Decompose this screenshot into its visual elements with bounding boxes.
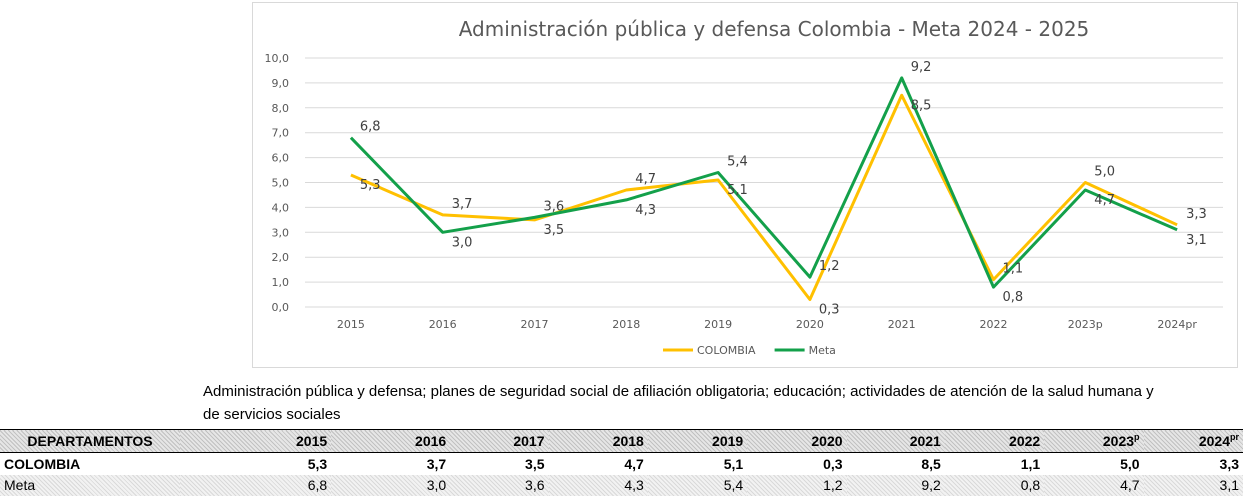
- header-year: 2020: [747, 429, 847, 453]
- y-tick-label: 9,0: [272, 77, 290, 90]
- y-tick-label: 3,0: [272, 226, 290, 239]
- table-cell: 4,7: [624, 455, 644, 472]
- data-label: 5,3: [360, 178, 381, 193]
- data-label: 3,1: [1186, 233, 1207, 248]
- table-cell: 3,5: [525, 455, 545, 472]
- table-cell: 0,3: [823, 455, 843, 472]
- data-label: 4,3: [635, 203, 656, 218]
- series-line-colombia: [350, 93, 1178, 301]
- x-tick-label: 2024pr: [1157, 318, 1197, 331]
- data-label: 5,1: [727, 183, 748, 198]
- data-label: 3,5: [544, 223, 565, 238]
- header-year: 2021: [846, 429, 945, 453]
- header-year-2024pr: 2024pr: [1143, 429, 1243, 453]
- legend-label: COLOMBIA: [697, 344, 756, 357]
- y-tick-label: 1,0: [272, 276, 290, 289]
- data-label: 5,4: [727, 155, 748, 170]
- table-cell: 3,3: [1219, 455, 1239, 472]
- x-tick-label: 2022: [980, 318, 1008, 331]
- table-cell: 3,7: [426, 455, 447, 472]
- table-cell: 0,8: [944, 474, 1045, 496]
- sector-description: Administración pública y defensa; planes…: [203, 380, 1248, 426]
- data-label: 3,6: [544, 199, 565, 214]
- data-label: 1,2: [819, 259, 840, 274]
- header-year: 2016: [331, 429, 451, 453]
- data-label: 9,2: [911, 60, 932, 75]
- legend-label: Meta: [809, 344, 836, 357]
- header-year: 2015: [180, 429, 332, 453]
- table-cell: 1,2: [747, 474, 847, 496]
- x-tick-label: 2016: [429, 318, 457, 331]
- description-line-2: de servicios sociales: [203, 406, 341, 423]
- table-cell: 6,8: [180, 474, 332, 496]
- data-label: 4,7: [1094, 193, 1115, 208]
- y-tick-label: 4,0: [272, 201, 290, 214]
- data-label: 5,0: [1094, 165, 1115, 180]
- table-cell: 5,0: [1120, 455, 1140, 472]
- data-label: 6,8: [360, 120, 381, 135]
- y-tick-label: 7,0: [272, 127, 290, 140]
- data-label: 4,7: [635, 172, 656, 187]
- data-label: 3,7: [452, 197, 473, 212]
- header-year-superscript: pr: [1230, 432, 1239, 442]
- header-year: 2017: [450, 429, 549, 453]
- table-header-row: DEPARTAMENTOS 2015 2016 2017 2018 2019 2…: [0, 429, 1243, 453]
- table-cell: 5,3: [307, 455, 328, 472]
- table-row: Meta 6,8 3,0 3,6 4,3 5,4 1,2 9,2 0,8 4,7…: [0, 474, 1243, 496]
- header-year-label: 2024: [1198, 433, 1230, 449]
- table-cell: 3,1: [1143, 474, 1243, 496]
- row-label: COLOMBIA: [4, 455, 81, 472]
- chart-title: Administración pública y defensa Colombi…: [459, 17, 1090, 41]
- y-tick-label: 6,0: [272, 152, 290, 165]
- row-label: Meta: [0, 474, 181, 496]
- table-cell: 4,7: [1044, 474, 1144, 496]
- x-tick-label: 2018: [612, 318, 640, 331]
- data-label: 3,3: [1186, 207, 1207, 222]
- table-cell: 5,4: [647, 474, 748, 496]
- table-cell: 5,1: [723, 455, 744, 472]
- x-tick-label: 2023p: [1068, 318, 1103, 331]
- header-year: 2022: [944, 429, 1045, 453]
- header-year-superscript: p: [1134, 432, 1140, 442]
- series-line-meta: [349, 76, 1178, 289]
- header-year: 2018: [548, 429, 648, 453]
- y-tick-label: 5,0: [272, 177, 290, 190]
- x-tick-label: 2019: [704, 318, 732, 331]
- x-tick-label: 2021: [888, 318, 916, 331]
- header-departamentos: DEPARTAMENTOS: [0, 429, 181, 453]
- table-cell: 1,1: [1020, 455, 1041, 472]
- header-year-label: 2023: [1102, 433, 1135, 449]
- y-tick-label: 10,0: [265, 52, 290, 65]
- header-year: 2019: [647, 429, 748, 453]
- table-cell: 9,2: [846, 474, 945, 496]
- x-tick-label: 2015: [337, 318, 365, 331]
- data-label: 1,1: [1003, 262, 1024, 277]
- x-tick-label: 2017: [521, 318, 549, 331]
- chart-container: Administración pública y defensa Colombi…: [252, 2, 1238, 368]
- header-year-2023p: 2023p: [1044, 429, 1144, 453]
- data-table: DEPARTAMENTOS 2015 2016 2017 2018 2019 2…: [0, 429, 1243, 496]
- table-cell: 8,5: [921, 455, 941, 472]
- table-row: COLOMBIA 5,3 3,7 3,5 4,7 5,1 0,3 8,5 1,1…: [0, 453, 1243, 475]
- y-tick-label: 2,0: [272, 251, 290, 264]
- data-label: 3,0: [452, 235, 473, 250]
- line-chart: Administración pública y defensa Colombi…: [265, 17, 1223, 357]
- data-label: 0,8: [1003, 290, 1024, 305]
- table-cell: 3,6: [450, 474, 549, 496]
- y-tick-label: 0,0: [272, 301, 290, 314]
- table-cell: 4,3: [548, 474, 648, 496]
- table-cell: 3,0: [331, 474, 451, 496]
- y-tick-label: 8,0: [272, 102, 290, 115]
- description-line-1: Administración pública y defensa; planes…: [203, 383, 1154, 400]
- data-label: 0,3: [819, 303, 840, 318]
- x-tick-label: 2020: [796, 318, 824, 331]
- data-label: 8,5: [911, 98, 932, 113]
